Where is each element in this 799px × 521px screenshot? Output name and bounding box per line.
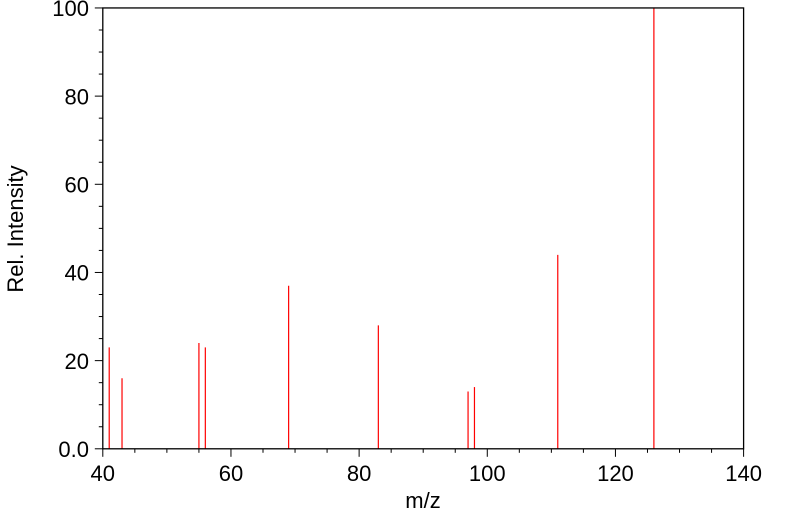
- svg-text:0.0: 0.0: [58, 437, 89, 462]
- svg-text:120: 120: [597, 461, 634, 486]
- svg-text:100: 100: [469, 461, 506, 486]
- svg-text:100: 100: [52, 0, 89, 21]
- svg-text:80: 80: [347, 461, 371, 486]
- svg-text:80: 80: [65, 84, 89, 109]
- svg-text:140: 140: [725, 461, 762, 486]
- svg-text:40: 40: [91, 461, 115, 486]
- svg-text:20: 20: [65, 349, 89, 374]
- svg-text:60: 60: [65, 173, 89, 198]
- svg-text:40: 40: [65, 261, 89, 286]
- svg-text:Rel. Intensity: Rel. Intensity: [3, 165, 28, 292]
- svg-text:m/z: m/z: [405, 488, 440, 513]
- svg-text:60: 60: [219, 461, 243, 486]
